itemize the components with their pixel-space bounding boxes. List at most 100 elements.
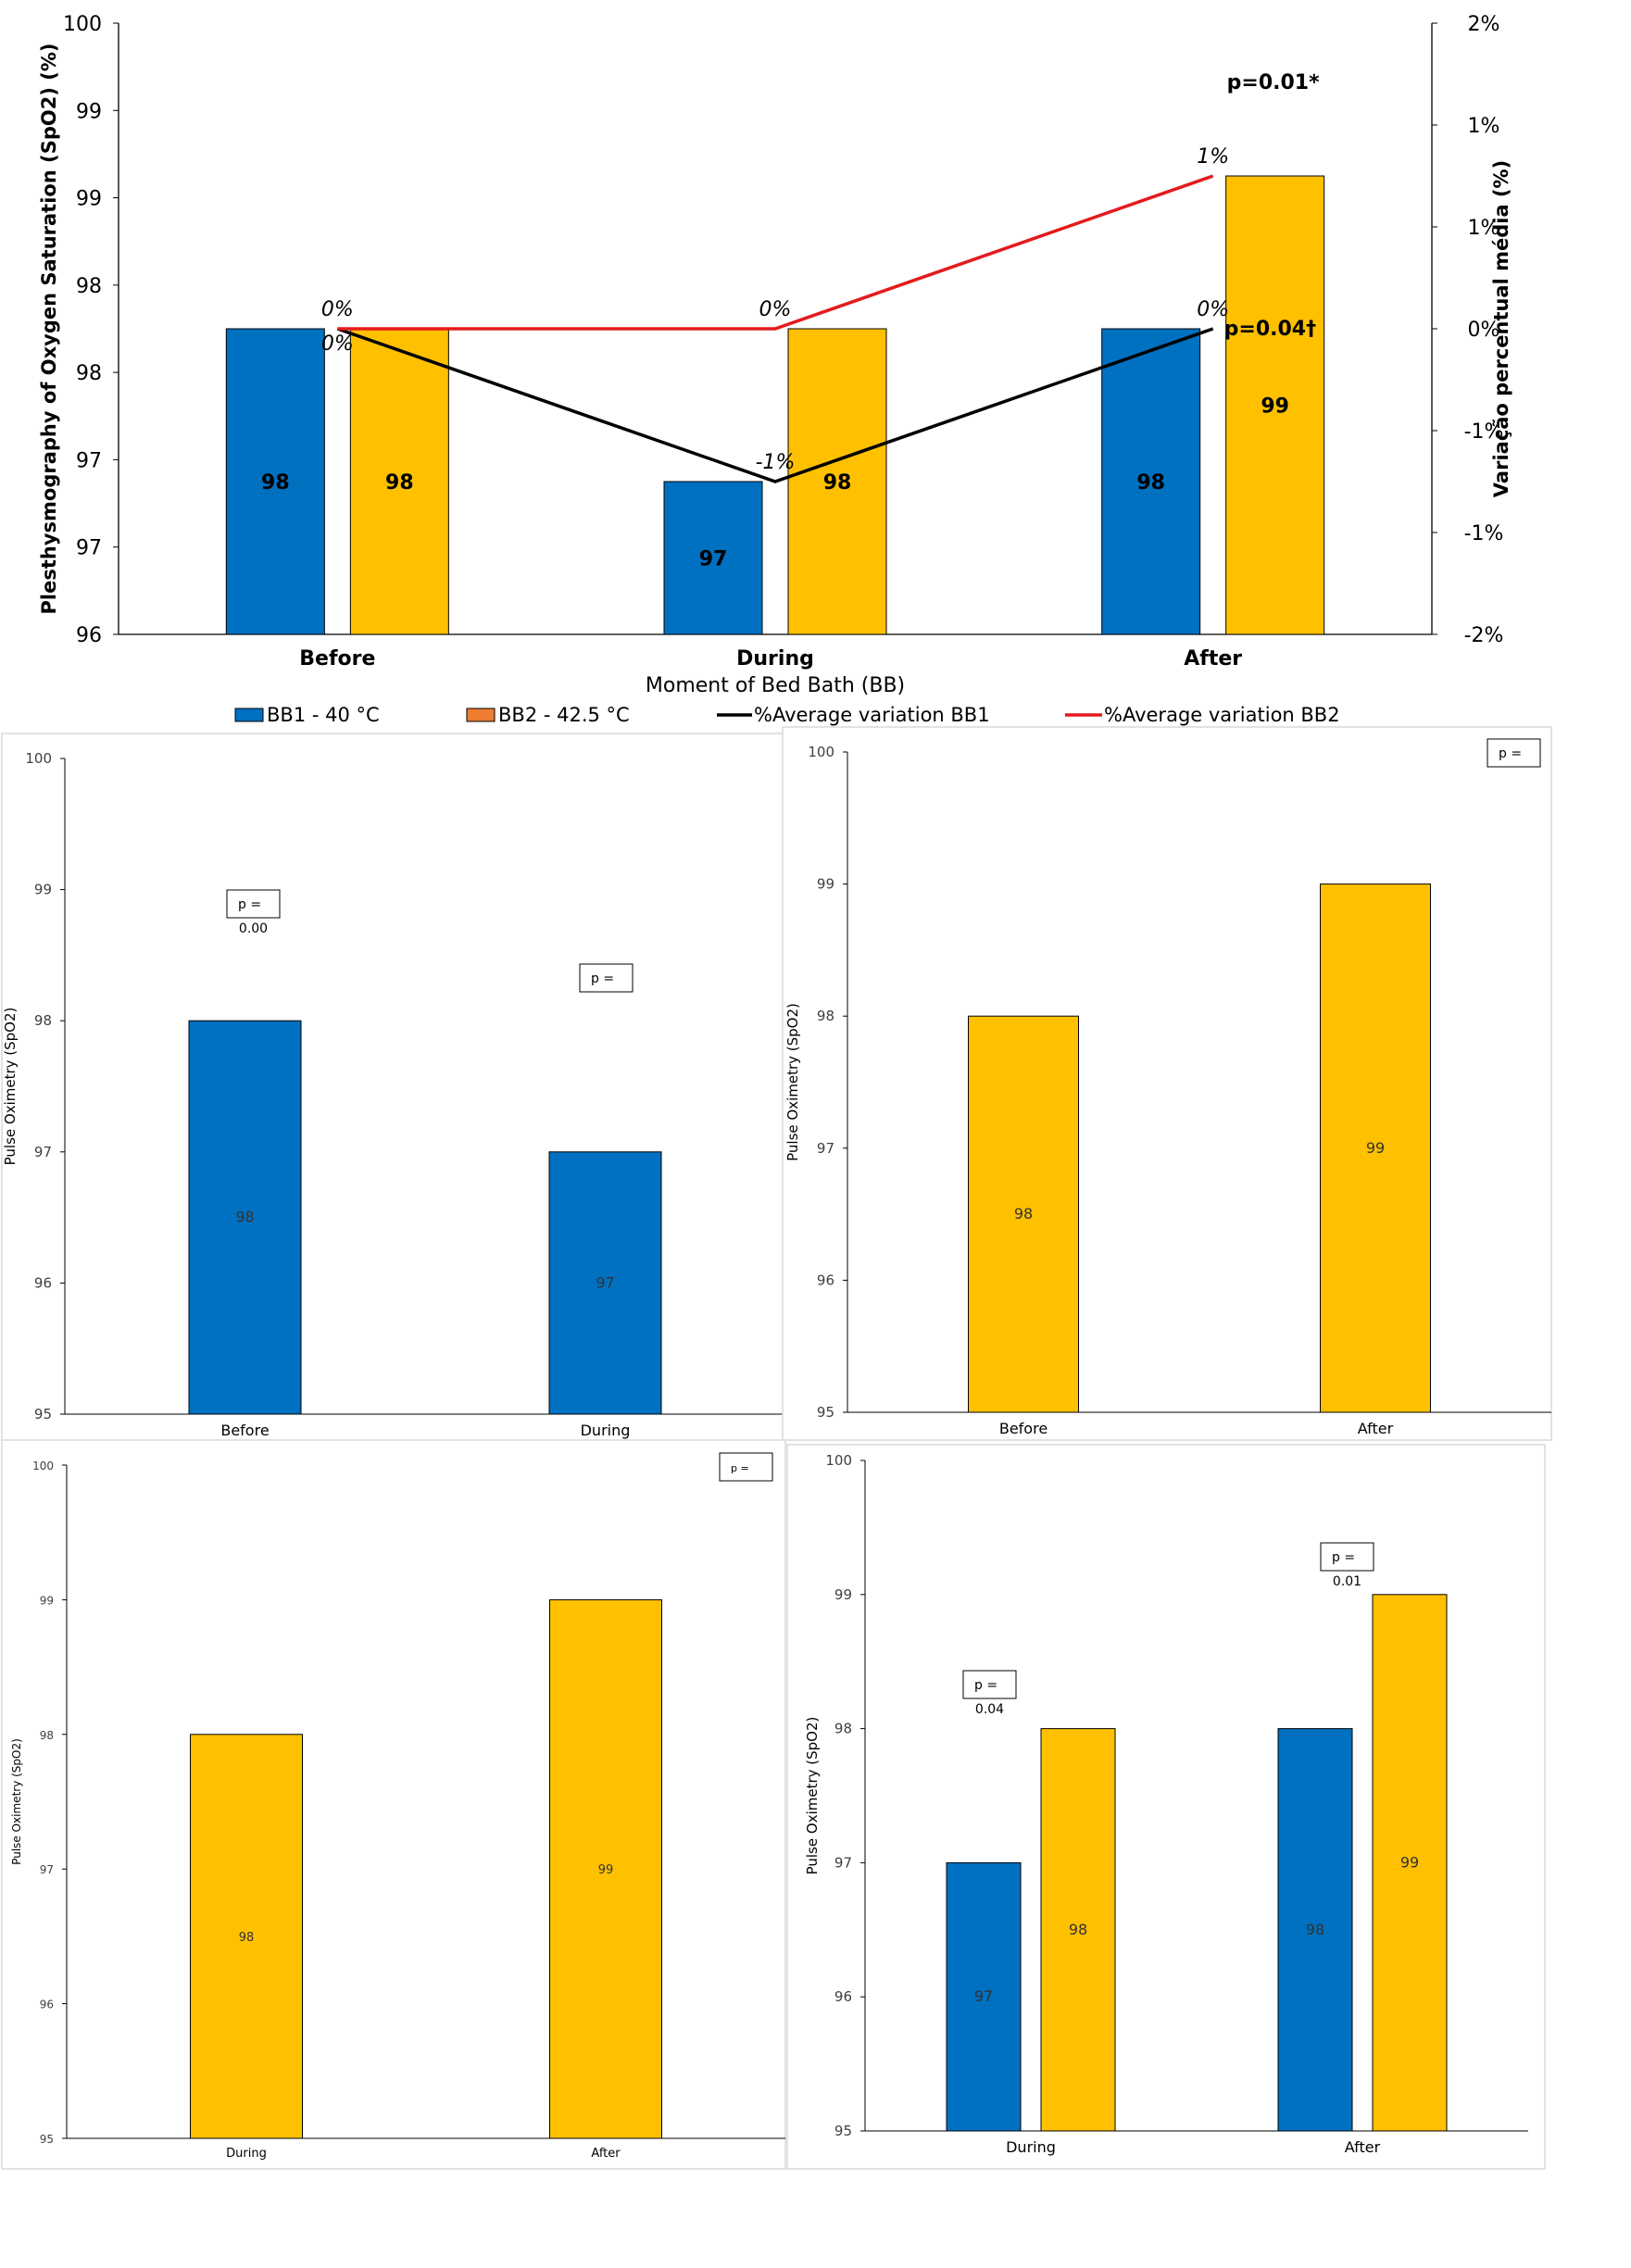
y-tick-label: 97 — [834, 1854, 852, 1871]
x-tick-label: During — [736, 647, 814, 670]
y-tick-label: 95 — [40, 2133, 54, 2146]
legend-label-bb1: BB1 - 40 °C — [267, 704, 380, 726]
y-tick-label: 100 — [63, 13, 102, 36]
bar-label: 98 — [239, 1931, 255, 1945]
y2-tick-label: -2% — [1464, 624, 1504, 647]
line-label-bb1: 0% — [1197, 298, 1229, 321]
y-tick-label: 97 — [76, 537, 102, 560]
y-axis-title: Pulse Oximetry (SpO2) — [804, 1717, 821, 1875]
line-label-bb2: 1% — [1197, 145, 1229, 169]
y-tick-label: 97 — [40, 1863, 54, 1876]
legend-label-bb2: BB2 - 42.5 °C — [498, 704, 630, 726]
p-value-label: p = — [591, 971, 614, 986]
y2-tick-label: 1% — [1468, 115, 1500, 138]
bar — [1277, 1728, 1353, 2132]
p-value-label: p = — [731, 1462, 749, 1474]
x-tick-label: Before — [220, 1422, 269, 1439]
p-value-box — [1320, 1542, 1374, 1572]
legend-swatch-bb1 — [234, 708, 264, 722]
series-line-bb1 — [336, 327, 1214, 483]
legend-label-line-bb1: %Average variation BB1 — [754, 704, 990, 726]
panel-frame — [1, 733, 786, 1445]
y-tick-label: 95 — [34, 1406, 52, 1422]
legend-swatch-bb2 — [466, 708, 496, 722]
bar — [1372, 1594, 1448, 2132]
y2-tick-label: -1% — [1464, 522, 1504, 545]
p-value-label: p = — [974, 1678, 997, 1693]
y-axis-title: Plesthysmography of Oxygen Saturation (S… — [38, 44, 60, 615]
bar — [188, 1020, 302, 1415]
x-tick-label: After — [591, 2147, 621, 2161]
y-tick-label: 97 — [34, 1144, 52, 1160]
bar-label: 99 — [598, 1863, 614, 1877]
y-tick-label: 98 — [40, 1729, 54, 1742]
p-value-number: 0.01 — [1333, 1574, 1361, 1589]
bar-label-bb2: 98 — [823, 471, 852, 495]
bar-bb1 — [1101, 328, 1201, 635]
y-tick-label: 99 — [76, 188, 102, 211]
bar-label-bb2: 99 — [1261, 395, 1289, 419]
bar-bb1 — [225, 328, 325, 635]
bar-bb2 — [1225, 175, 1325, 635]
y-tick-label: 99 — [40, 1594, 54, 1607]
y-tick-label: 95 — [817, 1404, 834, 1421]
p-value-label: p = — [1332, 1550, 1355, 1565]
p-value-box — [226, 889, 281, 919]
y-tick-label: 95 — [834, 2123, 852, 2139]
bar — [1320, 883, 1431, 1413]
bar-bb2 — [349, 328, 449, 635]
p-value-annotation: p=0.01* — [1227, 71, 1320, 94]
bar-label: 98 — [1014, 1205, 1033, 1222]
p-value-box — [579, 963, 634, 993]
line-label-bb1: 0% — [321, 332, 354, 356]
p-value-box — [719, 1452, 773, 1482]
y-axis-title: Pulse Oximetry (SpO2) — [10, 1738, 23, 1865]
bar-label: 97 — [974, 1987, 993, 2005]
y-axis-title: Pulse Oximetry (SpO2) — [784, 1003, 801, 1161]
y-tick-label: 97 — [817, 1140, 834, 1157]
p-value-box — [1487, 738, 1541, 768]
p-value-number: 0.04 — [975, 1702, 1004, 1717]
line-label-bb2: 0% — [759, 298, 792, 321]
bar — [190, 1734, 303, 2139]
y-tick-label: 96 — [34, 1274, 52, 1291]
x-tick-label: During — [1006, 2138, 1056, 2156]
bar-bb1 — [663, 481, 763, 635]
line-label-bb2: 0% — [321, 298, 354, 321]
y2-tick-label: 0% — [1468, 319, 1500, 342]
x-tick-label: After — [1358, 1420, 1394, 1437]
y-tick-label: 96 — [40, 1999, 54, 2011]
p-value-label: p = — [238, 897, 261, 912]
y-tick-label: 100 — [32, 1460, 54, 1472]
bar — [946, 1861, 1022, 2132]
y-tick-label: 99 — [34, 882, 52, 898]
y-tick-label: 97 — [76, 449, 102, 472]
panel-frame — [782, 726, 1552, 1441]
panel-frame — [1, 1439, 786, 2170]
series-line-bb2 — [337, 174, 1214, 331]
y-tick-label: 96 — [817, 1272, 834, 1288]
x-tick-label: Before — [999, 1420, 1048, 1437]
y-tick-label: 98 — [76, 362, 102, 385]
x-tick-label: After — [1345, 2138, 1381, 2156]
y-tick-label: 99 — [834, 1586, 852, 1603]
x-tick-label: Before — [299, 647, 375, 670]
bar-label: 98 — [1306, 1921, 1324, 1938]
y-tick-label: 98 — [76, 275, 102, 298]
x-axis-title: Moment of Bed Bath (BB) — [646, 674, 905, 697]
y-tick-label: 100 — [825, 1452, 852, 1469]
bar — [1040, 1728, 1116, 2132]
y-tick-label: 100 — [808, 744, 834, 760]
bar — [549, 1598, 662, 2139]
p-value-number: 0.00 — [239, 921, 268, 936]
y2-tick-label: 1% — [1468, 217, 1500, 240]
y-tick-label: 96 — [76, 624, 102, 647]
y-axis-title: Pulse Oximetry (SpO2) — [2, 1008, 19, 1166]
legend-label-line-bb2: %Average variation BB2 — [1104, 704, 1340, 726]
bar — [548, 1151, 662, 1415]
p-value-label: p = — [1499, 746, 1522, 761]
line-label-bb1: -1% — [756, 451, 796, 474]
p-value-box — [962, 1670, 1017, 1699]
bar-label-bb2: 98 — [385, 471, 414, 495]
bar-label-bb1: 98 — [261, 471, 290, 495]
